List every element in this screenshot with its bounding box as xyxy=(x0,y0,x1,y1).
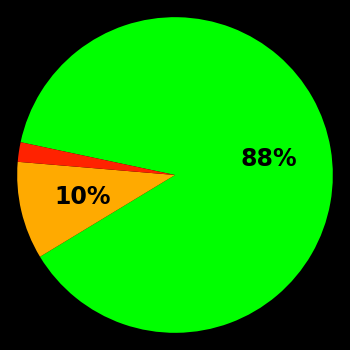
Wedge shape xyxy=(18,142,175,175)
Wedge shape xyxy=(17,162,175,257)
Text: 88%: 88% xyxy=(240,147,297,171)
Text: 10%: 10% xyxy=(55,184,111,209)
Wedge shape xyxy=(21,17,333,333)
